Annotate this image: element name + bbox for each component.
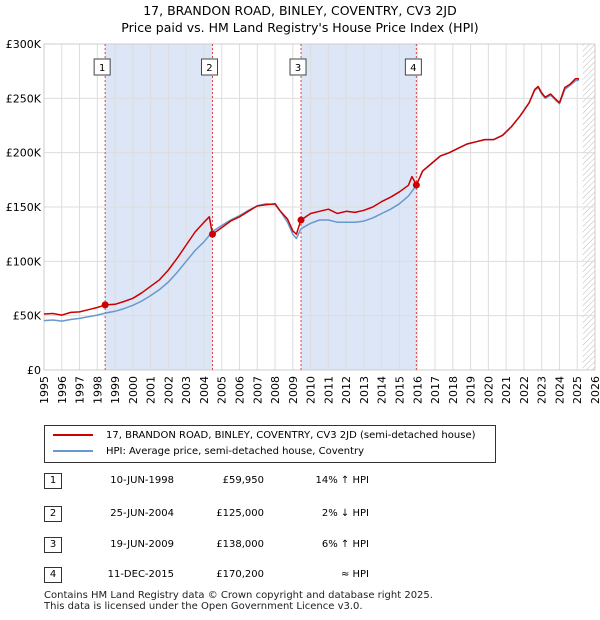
x-tick-label: 2004 <box>198 376 211 404</box>
footer: Contains HM Land Registry data © Crown c… <box>44 590 433 612</box>
sale-point <box>297 216 305 224</box>
sale-date: 25-JUN-2004 <box>110 508 174 519</box>
sale-date: 11-DEC-2015 <box>107 569 174 580</box>
sale-price: £170,200 <box>216 569 264 580</box>
table-row: 2 25-JUN-2004 £125,000 2% ↓ HPI <box>44 506 444 522</box>
x-tick-label: 2024 <box>553 376 566 404</box>
x-tick-label: 2017 <box>429 376 442 404</box>
sale-number-label: 1 <box>99 63 105 74</box>
sale-number-badge: 2 <box>44 506 62 522</box>
x-tick-label: 1998 <box>91 376 104 404</box>
sale-number-label: 3 <box>295 63 301 74</box>
footer-copyright: Contains HM Land Registry data © Crown c… <box>44 590 433 601</box>
x-tick-label: 2014 <box>376 376 389 404</box>
x-tick-label: 2012 <box>340 376 353 404</box>
x-tick-label: 2003 <box>180 376 193 404</box>
x-tick-label: 1997 <box>74 376 87 404</box>
x-tick-label: 2009 <box>287 376 300 404</box>
legend-item-hpi: HPI: Average price, semi-detached house,… <box>53 445 364 459</box>
table-row: 4 11-DEC-2015 £170,200 ≈ HPI <box>44 567 444 583</box>
legend: 17, BRANDON ROAD, BINLEY, COVENTRY, CV3 … <box>44 425 496 463</box>
x-tick-label: 2020 <box>482 376 495 404</box>
y-tick-label: £200K <box>6 147 42 160</box>
sale-hpi-comparison: 2% ↓ HPI <box>321 508 369 519</box>
x-tick-label: 2000 <box>127 376 140 404</box>
x-tick-label: 1999 <box>109 376 122 404</box>
sale-hpi-comparison: 6% ↑ HPI <box>321 539 369 550</box>
x-tick-label: 2005 <box>216 376 229 404</box>
y-tick-label: £100K <box>6 255 42 268</box>
sale-price: £138,000 <box>216 539 264 550</box>
x-tick-label: 2016 <box>411 376 424 404</box>
sale-price: £125,000 <box>216 508 264 519</box>
sale-number-box <box>289 58 307 76</box>
y-tick-label: £0 <box>27 364 41 377</box>
sale-number-box <box>404 58 422 76</box>
x-tick-label: 2026 <box>589 376 600 404</box>
x-tick-label: 2021 <box>500 376 513 404</box>
sale-hpi-comparison: ≈ HPI <box>340 569 369 580</box>
sale-hpi-comparison: 14% ↑ HPI <box>315 475 369 486</box>
legend-swatch-hpi <box>53 450 93 452</box>
legend-label-hpi: HPI: Average price, semi-detached house,… <box>106 446 365 457</box>
x-tick-label: 2013 <box>358 376 371 404</box>
sale-price: £59,950 <box>222 475 264 486</box>
sale-number-box <box>93 58 111 76</box>
sale-number-label: 4 <box>410 63 416 74</box>
title-line-2: Price paid vs. HM Land Registry's House … <box>121 20 479 35</box>
x-tick-label: 2025 <box>571 376 584 404</box>
x-tick-label: 2006 <box>234 376 247 404</box>
sale-number-badge: 1 <box>44 473 62 489</box>
x-tick-label: 2018 <box>447 376 460 404</box>
table-row: 1 10-JUN-1998 £59,950 14% ↑ HPI <box>44 473 444 489</box>
sale-date: 19-JUN-2009 <box>110 539 174 550</box>
x-tick-label: 2011 <box>322 376 335 404</box>
price-chart: £0 £50K £100K £150K £200K £250K £300K 1995 1996 1… <box>6 38 600 404</box>
x-tick-label: 2023 <box>536 376 549 404</box>
sale-number-badge: 4 <box>44 567 62 583</box>
sale-number-label: 2 <box>206 63 212 74</box>
x-tick-label: 2019 <box>465 376 478 404</box>
table-row: 3 19-JUN-2009 £138,000 6% ↑ HPI <box>44 537 444 553</box>
y-tick-label: £50K <box>13 310 42 323</box>
sale-number-badge: 3 <box>44 537 62 553</box>
x-tick-label: 1995 <box>38 376 51 404</box>
legend-label-property: 17, BRANDON ROAD, BINLEY, COVENTRY, CV3 … <box>106 430 476 441</box>
sale-date: 10-JUN-1998 <box>110 475 174 486</box>
x-tick-label: 2015 <box>393 376 406 404</box>
title-line-1: 17, BRANDON ROAD, BINLEY, COVENTRY, CV3 … <box>143 3 457 18</box>
x-tick-label: 2022 <box>518 376 531 404</box>
y-tick-label: £300K <box>6 38 42 51</box>
property-line <box>43 78 579 316</box>
plot-border <box>43 43 596 371</box>
x-tick-label: 1996 <box>56 376 69 404</box>
sale-point <box>412 181 420 189</box>
x-tick-label: 2008 <box>269 376 282 404</box>
sale-point <box>101 301 109 309</box>
y-tick-label: £150K <box>6 201 42 214</box>
x-tick-label: 2002 <box>162 376 175 404</box>
chart-title: 17, BRANDON ROAD, BINLEY, COVENTRY, CV3 … <box>0 2 600 36</box>
footer-licence: This data is licensed under the Open Gov… <box>44 601 363 612</box>
legend-item-property: 17, BRANDON ROAD, BINLEY, COVENTRY, CV3 … <box>53 429 476 443</box>
sale-point <box>208 230 216 238</box>
x-tick-label: 2001 <box>145 376 158 404</box>
sale-number-box <box>200 58 218 76</box>
x-tick-label: 2007 <box>251 376 264 404</box>
x-tick-label: 2010 <box>305 376 318 404</box>
y-tick-label: £250K <box>6 92 42 105</box>
legend-swatch-property <box>53 434 93 436</box>
